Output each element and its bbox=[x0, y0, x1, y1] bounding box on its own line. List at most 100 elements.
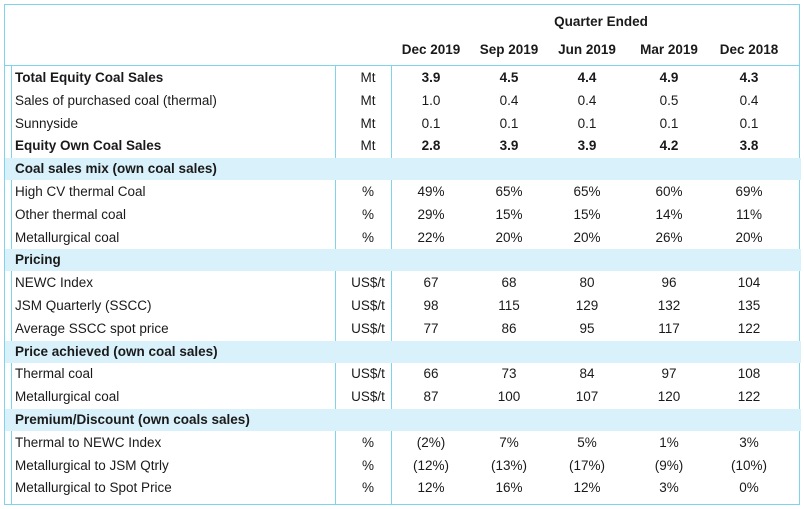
section-header-row: Price achieved (own coal sales) bbox=[5, 340, 801, 363]
column-header: Sep 2019 bbox=[479, 42, 539, 57]
row-label: Thermal coal bbox=[15, 366, 94, 382]
column-divider bbox=[391, 65, 392, 504]
table-row: Equity Own Coal Sales Mt 2.8 3.9 3.9 4.2 3.8 bbox=[5, 135, 801, 157]
table-row: Thermal to NEWC Index% (2%) 7% 5% 1% 3% bbox=[5, 432, 801, 454]
value-cell: 129 bbox=[575, 298, 599, 313]
value-cell: 80 bbox=[579, 275, 595, 291]
value-cell: 20% bbox=[573, 229, 601, 245]
value-cell: 120 bbox=[657, 389, 681, 405]
unit-cell: % bbox=[361, 206, 374, 222]
value-cell: 14% bbox=[655, 206, 683, 222]
value-cell: 0.1 bbox=[499, 115, 519, 131]
row-label: Metallurgical coal bbox=[15, 229, 120, 245]
value-cell: 2.8 bbox=[421, 138, 441, 154]
column-header: Dec 2019 bbox=[401, 42, 461, 57]
unit-cell: % bbox=[361, 184, 374, 199]
value-cell: 4.4 bbox=[577, 70, 597, 85]
value-cell: 87 bbox=[423, 389, 439, 405]
section-header-row: Premium/Discount (own coals sales) bbox=[5, 409, 801, 431]
row-label: JSM Quarterly (SSCC) bbox=[15, 298, 152, 313]
section-label: Pricing bbox=[15, 252, 61, 268]
row-label: Average SSCC spot price bbox=[15, 320, 169, 336]
quarter-ended-header: Quarter Ended bbox=[554, 14, 648, 29]
table-row: Sales of purchased coal (thermal) Mt 1.0 0.… bbox=[5, 90, 801, 112]
value-cell: 1% bbox=[659, 434, 679, 450]
value-cell: 115 bbox=[498, 298, 520, 313]
value-cell: 16% bbox=[495, 480, 523, 496]
value-cell: 4.5 bbox=[499, 70, 519, 85]
header-row-quarter: Quarter Ended bbox=[5, 5, 799, 35]
value-cell: 1.0 bbox=[421, 92, 441, 108]
value-cell: 29% bbox=[417, 206, 445, 222]
table-row: Average SSCC spot price US$/t 77 86 95 117 122 bbox=[5, 318, 801, 340]
value-cell: 73 bbox=[501, 366, 517, 382]
unit-cell: % bbox=[361, 229, 374, 245]
section-label: Price achieved (own coal sales) bbox=[15, 343, 218, 359]
value-cell: 66 bbox=[423, 366, 439, 382]
table-row: Sunnyside Mt 0.1 0.1 0.1 0.1 0.1 bbox=[5, 113, 801, 135]
value-cell: (10%) bbox=[730, 457, 767, 473]
value-cell: 49% bbox=[417, 184, 445, 199]
row-label: Metallurgical to JSM Qtrly bbox=[15, 457, 169, 473]
row-label: Total Equity Coal Sales bbox=[15, 70, 164, 85]
value-cell: 65% bbox=[495, 184, 523, 199]
table-row: Metallurgical to JSM Qtrly% (12%) (13%) (17… bbox=[5, 455, 801, 477]
value-cell: 0% bbox=[739, 480, 759, 496]
row-label: Metallurgical to Spot Price bbox=[15, 480, 172, 496]
value-cell: 3.9 bbox=[499, 138, 519, 154]
value-cell: 12% bbox=[417, 480, 445, 496]
value-cell: 97 bbox=[661, 366, 677, 382]
unit-cell: Mt bbox=[360, 138, 376, 154]
value-cell: 65% bbox=[573, 184, 601, 199]
value-cell: 108 bbox=[737, 366, 761, 382]
value-cell: 12% bbox=[573, 480, 601, 496]
value-cell: 15% bbox=[573, 206, 601, 222]
section-label: Premium/Discount (own coals sales) bbox=[15, 412, 250, 427]
value-cell: 96 bbox=[661, 275, 677, 291]
column-divider bbox=[335, 65, 336, 504]
value-cell: 84 bbox=[579, 366, 595, 382]
section-header-row: Coal sales mix (own coal sales) bbox=[5, 158, 801, 181]
value-cell: 135 bbox=[737, 298, 761, 313]
value-cell: 95 bbox=[579, 320, 595, 336]
unit-cell: US$/t bbox=[351, 298, 385, 313]
unit-cell: Mt bbox=[360, 92, 376, 108]
value-cell: (17%) bbox=[568, 457, 605, 473]
value-cell: 22% bbox=[417, 229, 445, 245]
value-cell: 0.1 bbox=[739, 115, 759, 131]
unit-cell: US$/t bbox=[351, 320, 385, 336]
value-cell: 77 bbox=[423, 320, 439, 336]
value-cell: 0.1 bbox=[421, 115, 441, 131]
unit-cell: % bbox=[361, 434, 374, 450]
value-cell: 3.8 bbox=[739, 138, 759, 154]
value-cell: 20% bbox=[495, 229, 523, 245]
unit-cell: US$/t bbox=[351, 389, 385, 405]
section-header-row: Pricing bbox=[5, 249, 801, 272]
section-label: Coal sales mix (own coal sales) bbox=[15, 161, 217, 177]
table-row: Metallurgical coal% 22% 20% 20% 26% 20% bbox=[5, 227, 801, 249]
value-cell: 98 bbox=[423, 298, 439, 313]
table-row: Metallurgical to Spot Price% 12% 16% 12% 3% 0… bbox=[5, 477, 801, 499]
unit-cell: % bbox=[361, 480, 374, 496]
value-cell: 60% bbox=[655, 184, 683, 199]
row-label: Other thermal coal bbox=[15, 206, 127, 222]
value-cell: 104 bbox=[737, 275, 761, 291]
value-cell: 4.2 bbox=[659, 138, 679, 154]
value-cell: 69% bbox=[735, 184, 763, 199]
column-header: Dec 2018 bbox=[719, 42, 779, 57]
value-cell: (12%) bbox=[412, 457, 449, 473]
unit-cell: US$/t bbox=[351, 366, 385, 382]
value-cell: 0.1 bbox=[577, 115, 597, 131]
value-cell: (13%) bbox=[490, 457, 527, 473]
value-cell: 11% bbox=[735, 206, 763, 222]
row-label: NEWC Index bbox=[15, 275, 94, 291]
value-cell: 3% bbox=[739, 434, 759, 450]
coal-sales-table: Quarter Ended Dec 2019 Sep 2019 Jun 2019… bbox=[4, 4, 801, 505]
value-cell: 20% bbox=[735, 229, 763, 245]
table-row: Metallurgical coal US$/t 87 100 107 120 122 bbox=[5, 386, 801, 408]
value-cell: 122 bbox=[737, 389, 761, 405]
value-cell: 3.9 bbox=[577, 138, 597, 154]
value-cell: 86 bbox=[501, 320, 517, 336]
column-divider bbox=[11, 65, 12, 504]
column-header: Jun 2019 bbox=[558, 42, 616, 57]
